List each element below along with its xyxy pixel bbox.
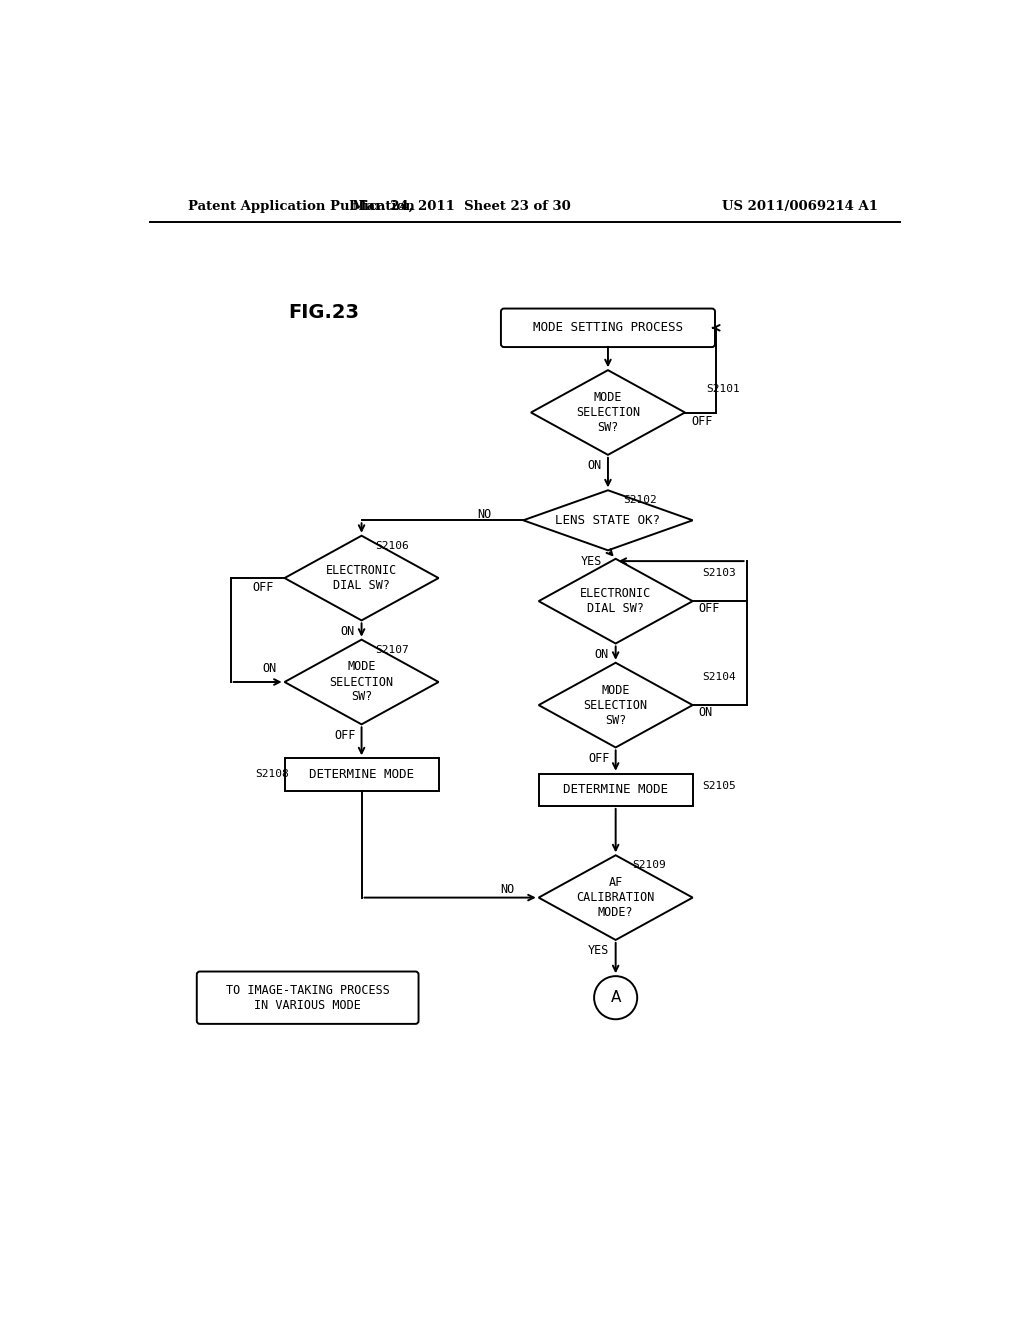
Text: MODE
SELECTION
SW?: MODE SELECTION SW? xyxy=(584,684,648,726)
Text: AF
CALIBRATION
MODE?: AF CALIBRATION MODE? xyxy=(577,876,654,919)
Text: LENS STATE OK?: LENS STATE OK? xyxy=(555,513,660,527)
Bar xyxy=(539,774,692,807)
Polygon shape xyxy=(523,490,692,550)
FancyBboxPatch shape xyxy=(501,309,715,347)
Text: ON: ON xyxy=(341,624,355,638)
Polygon shape xyxy=(539,663,692,747)
Text: NO: NO xyxy=(477,508,492,520)
Text: DETERMINE MODE: DETERMINE MODE xyxy=(309,768,414,781)
Text: US 2011/0069214 A1: US 2011/0069214 A1 xyxy=(723,199,879,213)
Text: MODE
SELECTION
SW?: MODE SELECTION SW? xyxy=(575,391,640,434)
Text: S2104: S2104 xyxy=(701,672,735,682)
Text: ELECTRONIC
DIAL SW?: ELECTRONIC DIAL SW? xyxy=(326,564,397,593)
Text: MODE SETTING PROCESS: MODE SETTING PROCESS xyxy=(532,321,683,334)
Text: Patent Application Publication: Patent Application Publication xyxy=(188,199,415,213)
Text: YES: YES xyxy=(588,944,609,957)
Text: ON: ON xyxy=(587,459,601,473)
Polygon shape xyxy=(285,640,438,725)
Text: S2105: S2105 xyxy=(701,781,735,791)
Text: S2108: S2108 xyxy=(255,770,289,779)
Text: MODE
SELECTION
SW?: MODE SELECTION SW? xyxy=(330,660,393,704)
Text: ON: ON xyxy=(698,706,713,719)
Text: OFF: OFF xyxy=(691,416,713,428)
Polygon shape xyxy=(539,855,692,940)
Text: S2109: S2109 xyxy=(633,861,667,870)
Text: A: A xyxy=(610,990,621,1006)
Text: OFF: OFF xyxy=(334,729,355,742)
Text: S2107: S2107 xyxy=(376,644,410,655)
Text: ON: ON xyxy=(595,648,609,661)
Text: S2101: S2101 xyxy=(707,384,740,395)
Text: TO IMAGE-TAKING PROCESS
IN VARIOUS MODE: TO IMAGE-TAKING PROCESS IN VARIOUS MODE xyxy=(225,983,389,1011)
Bar xyxy=(285,758,438,791)
Text: NO: NO xyxy=(501,883,515,896)
Text: OFF: OFF xyxy=(698,602,720,615)
Polygon shape xyxy=(539,558,692,644)
Polygon shape xyxy=(285,536,438,620)
Text: DETERMINE MODE: DETERMINE MODE xyxy=(563,783,669,796)
Text: Mar. 24, 2011  Sheet 23 of 30: Mar. 24, 2011 Sheet 23 of 30 xyxy=(352,199,571,213)
Text: ON: ON xyxy=(262,661,276,675)
Polygon shape xyxy=(531,370,685,455)
Text: S2102: S2102 xyxy=(624,495,657,506)
Text: FIG.23: FIG.23 xyxy=(289,302,359,322)
Text: OFF: OFF xyxy=(588,751,609,764)
Text: S2103: S2103 xyxy=(701,569,735,578)
Text: OFF: OFF xyxy=(252,581,273,594)
Text: S2106: S2106 xyxy=(376,541,410,550)
Text: YES: YES xyxy=(581,554,602,568)
Text: ELECTRONIC
DIAL SW?: ELECTRONIC DIAL SW? xyxy=(580,587,651,615)
Circle shape xyxy=(594,977,637,1019)
FancyBboxPatch shape xyxy=(197,972,419,1024)
